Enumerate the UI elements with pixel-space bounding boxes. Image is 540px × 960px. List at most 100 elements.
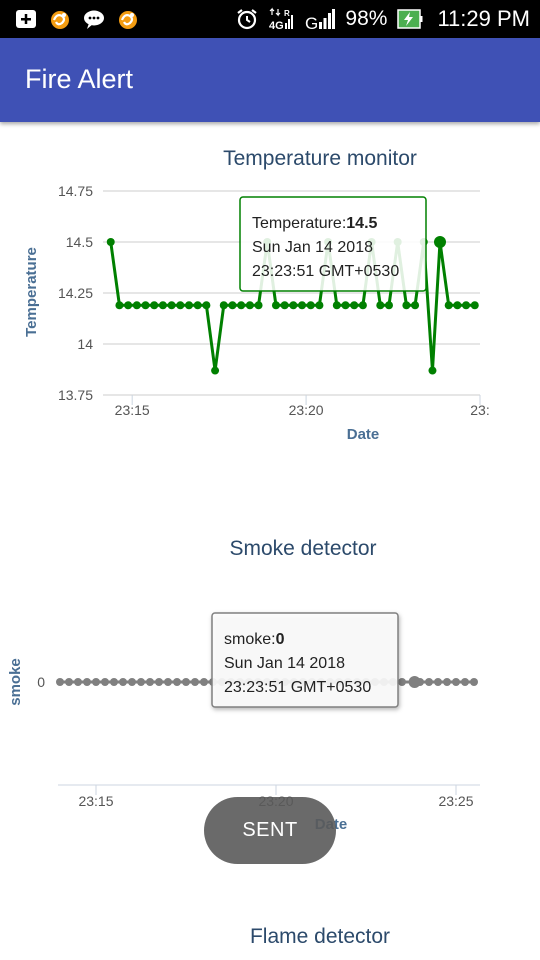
- temperature-tooltip-value: 14.5: [346, 215, 377, 232]
- temp-data-point[interactable]: [106, 238, 115, 246]
- smoke-chart-title: Smoke detector: [229, 537, 376, 560]
- chat-bubble-icon: [84, 10, 104, 29]
- roaming-label: R: [284, 9, 290, 18]
- smoke-data-point[interactable]: [119, 678, 127, 686]
- smoke-data-point[interactable]: [56, 678, 64, 686]
- temp-x-tick-label: 23:15: [115, 402, 150, 418]
- smoke-data-point[interactable]: [74, 678, 82, 686]
- temp-y-tick-label: 13.75: [58, 387, 93, 403]
- smoke-data-point[interactable]: [155, 678, 163, 686]
- smoke-tooltip-box: [211, 612, 399, 708]
- temp-x-tick-label: 23:20: [289, 402, 324, 418]
- temp-data-point[interactable]: [462, 301, 471, 310]
- smoke-tooltip-value: 0: [276, 631, 285, 648]
- smoke-data-point[interactable]: [398, 678, 406, 686]
- temp-data-point[interactable]: [289, 301, 298, 310]
- temp-data-point[interactable]: [237, 301, 246, 310]
- temp-data-point[interactable]: [219, 301, 228, 310]
- smoke-y-ticks: 0: [37, 674, 45, 690]
- 4g-signal-icon: 4G R: [269, 7, 294, 31]
- temp-data-point[interactable]: [428, 366, 437, 375]
- network-type-label: 4G: [269, 20, 284, 31]
- status-bar-left: [14, 7, 140, 31]
- temp-data-point[interactable]: [141, 301, 150, 310]
- temperature-x-axis-label: Date: [347, 426, 380, 443]
- smoke-tooltip-series-line: smoke:0: [224, 631, 285, 648]
- battery-percent: 98%: [345, 7, 388, 30]
- temperature-chart[interactable]: Temperature monitor 13.75 14 14.25 14.5 14.7…: [0, 130, 540, 460]
- smoke-data-point[interactable]: [182, 678, 190, 686]
- temp-data-point[interactable]: [470, 301, 479, 310]
- temp-data-point[interactable]: [184, 301, 193, 310]
- temp-data-point[interactable]: [434, 236, 447, 248]
- app-bar: Fire Alert: [0, 38, 540, 122]
- temp-data-point[interactable]: [167, 301, 176, 310]
- smoke-data-point[interactable]: [200, 678, 208, 686]
- smoke-data-point[interactable]: [164, 678, 172, 686]
- temp-data-point[interactable]: [193, 301, 202, 310]
- temp-y-tick-label: 14.5: [66, 234, 93, 250]
- smoke-data-point[interactable]: [83, 678, 91, 686]
- temp-data-point[interactable]: [298, 301, 307, 310]
- smoke-data-point[interactable]: [110, 678, 118, 686]
- temp-y-tick-label: 14.25: [58, 285, 93, 301]
- temp-data-point[interactable]: [150, 301, 159, 310]
- smoke-tooltip: smoke:0 Sun Jan 14 2018 23:23:51 GMT+053…: [211, 612, 399, 708]
- smoke-data-point[interactable]: [137, 678, 145, 686]
- smoke-x-tick-label: 23:25: [438, 793, 473, 809]
- smoke-data-point[interactable]: [65, 678, 73, 686]
- smoke-data-point[interactable]: [470, 678, 478, 686]
- smoke-data-point[interactable]: [191, 678, 199, 686]
- smoke-data-point[interactable]: [173, 678, 181, 686]
- temp-data-point[interactable]: [158, 301, 167, 310]
- temperature-x-ticks: 23:15 23:20 23:: [115, 395, 490, 418]
- temp-data-point[interactable]: [315, 301, 324, 310]
- temp-data-point[interactable]: [124, 301, 133, 310]
- temperature-tooltip-time: 23:23:51 GMT+0530: [252, 263, 399, 280]
- temp-data-point[interactable]: [444, 301, 453, 310]
- smoke-data-point[interactable]: [452, 678, 460, 686]
- status-bar: 4G R G 98% 11:29 PM: [0, 0, 540, 38]
- temp-data-point[interactable]: [341, 301, 350, 310]
- temperature-tooltip: Temperature:14.5 Sun Jan 14 2018 23:23:5…: [239, 196, 427, 292]
- temp-data-point[interactable]: [176, 301, 185, 310]
- temp-data-point[interactable]: [376, 301, 385, 310]
- smoke-data-point[interactable]: [92, 678, 100, 686]
- temp-data-point[interactable]: [306, 301, 315, 310]
- battery-charging-icon: [397, 9, 423, 29]
- temp-data-point[interactable]: [254, 301, 263, 310]
- temp-data-point[interactable]: [228, 301, 237, 310]
- smoke-data-point[interactable]: [461, 678, 469, 686]
- temp-data-point[interactable]: [245, 301, 254, 310]
- smoke-data-point[interactable]: [434, 678, 442, 686]
- temperature-tooltip-series: Temperature:: [252, 215, 346, 232]
- clock: 11:29 PM: [437, 6, 530, 31]
- temperature-chart-title: Temperature monitor: [223, 147, 417, 170]
- temp-data-point[interactable]: [358, 301, 367, 310]
- smoke-y-axis-label: smoke: [7, 658, 24, 706]
- temp-data-point[interactable]: [453, 301, 462, 310]
- smoke-data-point[interactable]: [128, 678, 136, 686]
- smoke-data-point[interactable]: [443, 678, 451, 686]
- smoke-data-point[interactable]: [425, 678, 433, 686]
- temp-data-point[interactable]: [411, 301, 420, 310]
- temperature-y-axis-label: Temperature: [23, 247, 40, 337]
- temp-data-point[interactable]: [350, 301, 359, 310]
- uc-browser-icon: [119, 11, 137, 29]
- smoke-data-point[interactable]: [416, 678, 424, 686]
- temp-data-point[interactable]: [211, 366, 220, 375]
- temperature-tooltip-box: [239, 196, 427, 292]
- temp-data-point[interactable]: [202, 301, 211, 310]
- temp-data-point[interactable]: [132, 301, 141, 310]
- smoke-tooltip-time: 23:23:51 GMT+0530: [224, 679, 371, 696]
- temp-data-point[interactable]: [280, 301, 289, 310]
- temp-data-point[interactable]: [115, 301, 124, 310]
- temp-data-point[interactable]: [402, 301, 411, 310]
- smoke-data-point[interactable]: [146, 678, 154, 686]
- smoke-data-point[interactable]: [101, 678, 109, 686]
- temp-data-point[interactable]: [384, 301, 393, 310]
- temp-data-point[interactable]: [271, 301, 280, 310]
- temp-data-point[interactable]: [332, 301, 341, 310]
- uc-browser-icon: [51, 11, 69, 29]
